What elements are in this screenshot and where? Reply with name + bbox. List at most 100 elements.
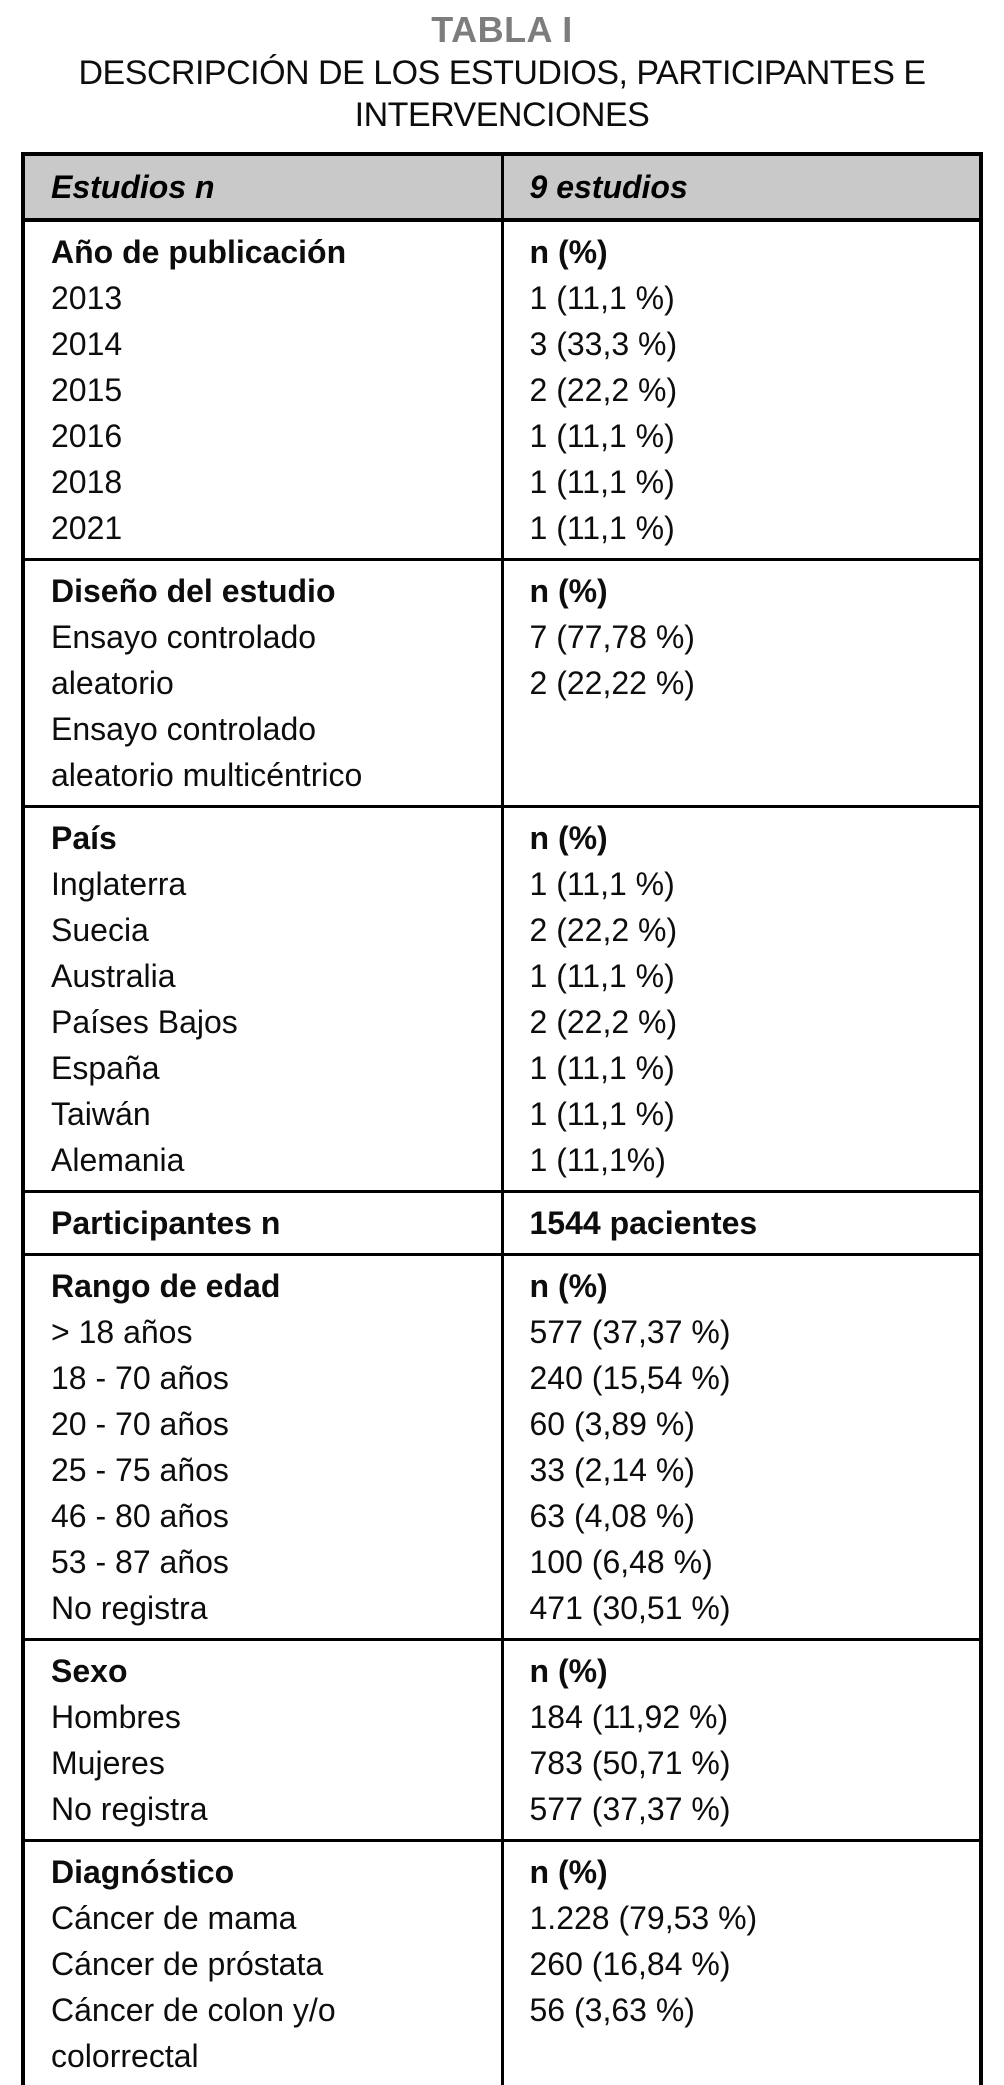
label-line: Sexo <box>51 1653 128 1689</box>
section-row-ano-de-publicacion: Año de publicación 2013 2014 2015 2016 2018 20… <box>21 218 983 561</box>
value-line: 2 (22,22 %) <box>529 665 695 701</box>
value-line: 1.228 (79,53 %) <box>529 1900 758 1936</box>
value-line: n (%) <box>529 1653 608 1689</box>
label-line: Mujeres <box>51 1745 165 1781</box>
section-row-diseno-del-estudio: Diseño del estudio Ensayo controlado aleat… <box>21 558 983 808</box>
section-row-rango-de-edad: Rango de edad > 18 años 18 - 70 años 20 - 7… <box>21 1253 983 1641</box>
label-line: Rango de edad <box>51 1268 281 1304</box>
label-line: No registra <box>51 1791 208 1827</box>
label-cell-sexo: Sexo Hombres Mujeres No registra <box>21 1638 504 1842</box>
label-line: colorrectal <box>51 2038 199 2074</box>
caption-line-2: INTERVENCIONES <box>354 96 650 134</box>
value-cell-diagnostico: n (%) 1.228 (79,53 %) 260 (16,84 %) 56 (3,6… <box>500 1839 983 2085</box>
label-line: 2016 <box>51 418 123 454</box>
value-line: 577 (37,37 %) <box>529 1791 731 1827</box>
value-line: 1 (11,1 %) <box>529 280 675 316</box>
label-line: 2018 <box>51 464 123 500</box>
label-cell-ano-de-publicacion: Año de publicación 2013 2014 2015 2016 2018 20… <box>21 218 504 561</box>
section-row-participantes: Participantes n 1544 pacientes <box>21 1190 983 1256</box>
label-line: Suecia <box>51 912 149 948</box>
label-line: 2014 <box>51 326 123 362</box>
header-cell-estudios: Estudios n <box>21 152 504 222</box>
label-line: Taiwán <box>51 1096 151 1132</box>
label-cell-pais: País Inglaterra Suecia Australia Países Bajo… <box>21 805 504 1193</box>
section-row-pais: País Inglaterra Suecia Australia Países Bajo… <box>21 805 983 1193</box>
table-caption-title: DESCRIPCIÓN DE LOS ESTUDIOS, PARTICIPANT… <box>0 52 1004 136</box>
label-line: Inglaterra <box>51 866 187 902</box>
label-cell-rango-de-edad: Rango de edad > 18 años 18 - 70 años 20 - 7… <box>21 1253 504 1641</box>
label-line: Ensayo controlado <box>51 711 317 747</box>
header-cell-total: 9 estudios <box>500 152 983 222</box>
value-cell-rango-de-edad: n (%) 577 (37,37 %) 240 (15,54 %) 60 (3,89 … <box>500 1253 983 1641</box>
value-line: n (%) <box>529 820 608 856</box>
value-line: 1 (11,1 %) <box>529 866 675 902</box>
value-line: 240 (15,54 %) <box>529 1360 731 1396</box>
value-line: n (%) <box>529 1268 608 1304</box>
value-line: 1 (11,1 %) <box>529 1096 675 1132</box>
label-line: Diseño del estudio <box>51 573 336 609</box>
label-line: 20 - 70 años <box>51 1406 229 1442</box>
section-row-diagnostico: Diagnóstico Cáncer de mama Cáncer de próst… <box>21 1839 983 2085</box>
value-line: 100 (6,48 %) <box>529 1544 713 1580</box>
value-line: 1 (11,1 %) <box>529 958 675 994</box>
label-line: Australia <box>51 958 176 994</box>
label-line: 18 - 70 años <box>51 1360 229 1396</box>
value-line: 1 (11,1 %) <box>529 510 675 546</box>
section-row-sexo: Sexo Hombres Mujeres No registra n (%) 184 (1… <box>21 1638 983 1842</box>
value-line: 1 (11,1 %) <box>529 418 675 454</box>
value-cell-pais: n (%) 1 (11,1 %) 2 (22,2 %) 1 (11,1 %) 2 (22… <box>500 805 983 1193</box>
label-line: Cáncer de mama <box>51 1900 297 1936</box>
label-line: Cáncer de colon y/o <box>51 1992 336 2028</box>
value-line: 3 (33,3 %) <box>529 326 678 362</box>
value-line: n (%) <box>529 1854 608 1890</box>
value-line: 1 (11,1 %) <box>529 464 675 500</box>
value-line: 2 (22,2 %) <box>529 1004 678 1040</box>
label-line: Países Bajos <box>51 1004 238 1040</box>
header-row: Estudios n 9 estudios <box>21 152 983 222</box>
value-line: 63 (4,08 %) <box>529 1498 695 1534</box>
label-line: Año de publicación <box>51 234 347 270</box>
value-line: n (%) <box>529 573 608 609</box>
value-line: 1 (11,1%) <box>529 1142 666 1178</box>
label-line: 2021 <box>51 510 123 546</box>
value-cell-sexo: n (%) 184 (11,92 %) 783 (50,71 %) 577 (37,3… <box>500 1638 983 1842</box>
label-line: Alemania <box>51 1142 185 1178</box>
label-line: No registra <box>51 1590 208 1626</box>
label-line: 46 - 80 años <box>51 1498 229 1534</box>
label-line: Hombres <box>51 1699 181 1735</box>
label-cell-participantes: Participantes n <box>21 1190 504 1256</box>
label-line: Participantes n <box>51 1205 281 1241</box>
value-line: 577 (37,37 %) <box>529 1314 731 1350</box>
value-line: 471 (30,51 %) <box>529 1590 731 1626</box>
table-body: Año de publicación 2013 2014 2015 2016 2018 20… <box>21 218 983 2085</box>
value-line: 1544 pacientes <box>529 1205 758 1241</box>
label-line: Cáncer de próstata <box>51 1946 324 1982</box>
value-line: 783 (50,71 %) <box>529 1745 731 1781</box>
label-line: > 18 años <box>51 1314 193 1350</box>
value-cell-ano-de-publicacion: n (%) 1 (11,1 %) 3 (33,3 %) 2 (22,2 %) 1 (11… <box>500 218 983 561</box>
value-line: 33 (2,14 %) <box>529 1452 695 1488</box>
label-line: País <box>51 820 117 856</box>
value-line: 184 (11,92 %) <box>529 1699 729 1735</box>
value-cell-participantes: 1544 pacientes <box>500 1190 983 1256</box>
studies-table: Estudios n 9 estudios Año de publicación… <box>21 152 983 2085</box>
value-line: 2 (22,2 %) <box>529 912 678 948</box>
value-line: 2 (22,2 %) <box>529 372 678 408</box>
value-line: 56 (3,63 %) <box>529 1992 695 2028</box>
label-line: aleatorio multicéntrico <box>51 757 363 793</box>
label-cell-diagnostico: Diagnóstico Cáncer de mama Cáncer de próst… <box>21 1839 504 2085</box>
label-line: 2013 <box>51 280 123 316</box>
label-line: España <box>51 1050 160 1086</box>
caption-line-1: DESCRIPCIÓN DE LOS ESTUDIOS, PARTICIPANT… <box>78 54 926 92</box>
table-caption-number: TABLA I <box>431 9 573 50</box>
label-cell-diseno-del-estudio: Diseño del estudio Ensayo controlado aleat… <box>21 558 504 808</box>
label-line: Ensayo controlado <box>51 619 317 655</box>
label-line: aleatorio <box>51 665 174 701</box>
label-line: Diagnóstico <box>51 1854 235 1890</box>
value-line: 60 (3,89 %) <box>529 1406 695 1442</box>
label-line: 25 - 75 años <box>51 1452 229 1488</box>
value-line: 7 (77,78 %) <box>529 619 695 655</box>
label-line: 2015 <box>51 372 123 408</box>
value-cell-diseno-del-estudio: n (%) 7 (77,78 %) 2 (22,22 %) <box>500 558 983 808</box>
